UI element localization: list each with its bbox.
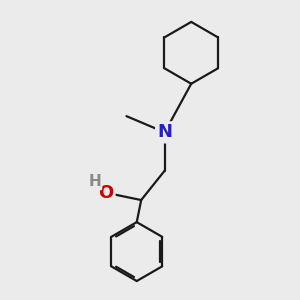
Text: N: N (157, 123, 172, 141)
Text: O: O (98, 184, 113, 202)
Text: H: H (88, 174, 101, 189)
